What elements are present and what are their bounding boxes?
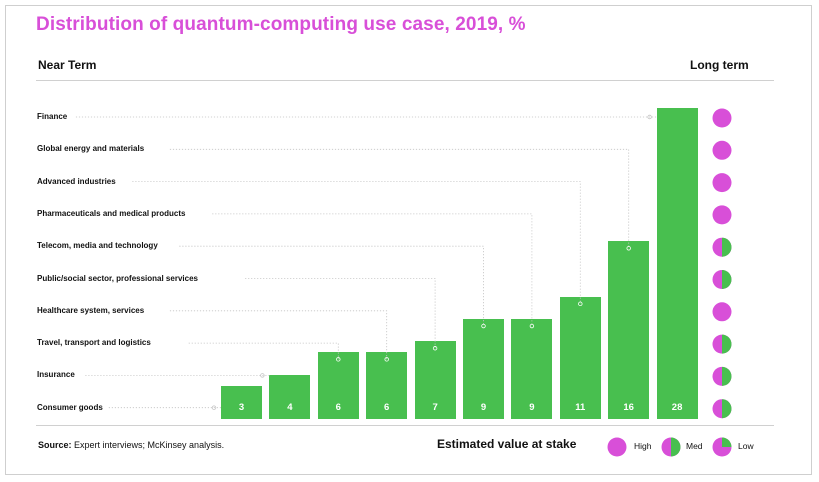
bar-value-label: 7: [432, 402, 438, 413]
legend-label-low: Low: [738, 441, 754, 451]
category-label-telecom-media-and-technology: Telecom, media and technology: [37, 241, 158, 251]
bar-value-label: 3: [238, 402, 245, 413]
leader-dot: [481, 323, 486, 329]
indicator-circle: [712, 140, 732, 160]
bar-travel-transport-and-logistics: [317, 352, 359, 419]
leader-line: [188, 342, 339, 360]
bar-value-label: 6: [384, 402, 390, 413]
bar-advanced-industries: [559, 296, 601, 419]
category-label-healthcare-system-services: Healthcare system, services: [37, 305, 145, 315]
leader-dot: [336, 357, 341, 362]
indicator-green-quarter: [722, 437, 732, 447]
indicator-green-half: [722, 237, 732, 257]
leader-dot: [260, 373, 265, 378]
value-indicator-travel-transport-and-logistics: [712, 334, 732, 354]
bar-value-label: 28: [671, 402, 683, 413]
indicator-circle: [712, 205, 732, 225]
category-label-pharmaceuticals-and-medical-products: Pharmaceuticals and medical products: [37, 208, 186, 218]
leader-line: [212, 213, 533, 327]
value-indicator-finance: [712, 108, 732, 128]
indicator-green-half: [722, 399, 732, 419]
leader-line: [169, 310, 388, 360]
header-near-term: Near Term: [38, 58, 97, 72]
indicator-circle: [712, 302, 732, 322]
chart-title: Distribution of quantum-computing use ca…: [36, 14, 526, 35]
value-indicator-public-social-sector-professional-services: [712, 270, 732, 289]
legend-med-icon: [661, 437, 681, 457]
bar-value-label: 16: [623, 402, 634, 413]
bar-global-energy-and-materials: [608, 241, 650, 419]
leader-dot: [211, 405, 217, 410]
bar-consumer-goods: [221, 385, 262, 419]
bar-healthcare-system-services: [366, 352, 408, 419]
source-note: Source: Expert interviews; McKinsey anal…: [38, 440, 224, 450]
indicator-green-half: [722, 366, 732, 386]
leader-dot: [529, 323, 535, 329]
footer-divider: [36, 425, 774, 426]
bar-telecom-media-and-technology: [463, 319, 504, 419]
category-label-global-energy-and-materials: Global energy and materials: [37, 144, 145, 154]
category-label-insurance: Insurance: [37, 370, 75, 380]
leader-dot: [578, 301, 583, 307]
category-label-advanced-industries: Advanced industries: [37, 176, 116, 186]
leader-dot: [647, 114, 652, 120]
legend-title: Estimated value at stake: [437, 437, 577, 451]
category-label-public-social-sector-professional-services: Public/social sector, professional servi…: [37, 273, 198, 283]
bar-finance: [656, 108, 698, 419]
bar-public-social-sector-professional-services: [414, 341, 456, 419]
source-text: Expert interviews; McKinsey analysis.: [71, 440, 225, 450]
legend-low-icon: [712, 437, 732, 457]
bar-insurance: [269, 374, 311, 419]
category-label-travel-transport-and-logistics: Travel, transport and logistics: [37, 338, 151, 348]
bar-value-label: 4: [287, 402, 293, 413]
bar-value-label: 6: [335, 402, 341, 413]
legend-label-high: High: [634, 441, 652, 451]
legend-high-icon: [607, 437, 627, 457]
bar-pharmaceuticals-and-medical-products: [511, 319, 553, 419]
indicator-circle: [712, 108, 732, 128]
category-label-consumer-goods: Consumer goods: [37, 402, 103, 412]
value-indicator-insurance: [712, 366, 732, 386]
indicator-green-half: [671, 437, 681, 457]
indicator-green-half: [722, 270, 732, 289]
value-indicator-consumer-goods: [712, 399, 732, 419]
value-indicator-advanced-industries: [712, 173, 732, 193]
header-divider: [36, 80, 774, 81]
leader-line: [169, 148, 630, 249]
leader-line: [132, 181, 581, 304]
indicator-circle: [712, 173, 732, 193]
header-long-term: Long term: [690, 58, 749, 72]
indicator-green-half: [722, 334, 732, 354]
bar-value-label: 9: [480, 402, 487, 413]
value-indicator-global-energy-and-materials: [712, 140, 732, 160]
leader-line: [179, 245, 484, 327]
value-indicator-pharmaceuticals-and-medical-products: [712, 205, 732, 225]
leader-dot: [432, 346, 438, 351]
indicator-circle: [607, 437, 627, 457]
leader-line: [245, 278, 436, 349]
legend-label-med: Med: [686, 441, 703, 451]
bar-value-label: 11: [575, 402, 586, 413]
bar-value-label: 9: [529, 402, 535, 413]
value-indicator-healthcare-system-services: [712, 302, 732, 322]
value-indicator-telecom-media-and-technology: [712, 237, 732, 257]
source-label: Source:: [38, 440, 72, 450]
leader-dot: [626, 246, 631, 251]
leader-dot: [384, 357, 389, 362]
category-label-finance: Finance: [37, 112, 68, 121]
